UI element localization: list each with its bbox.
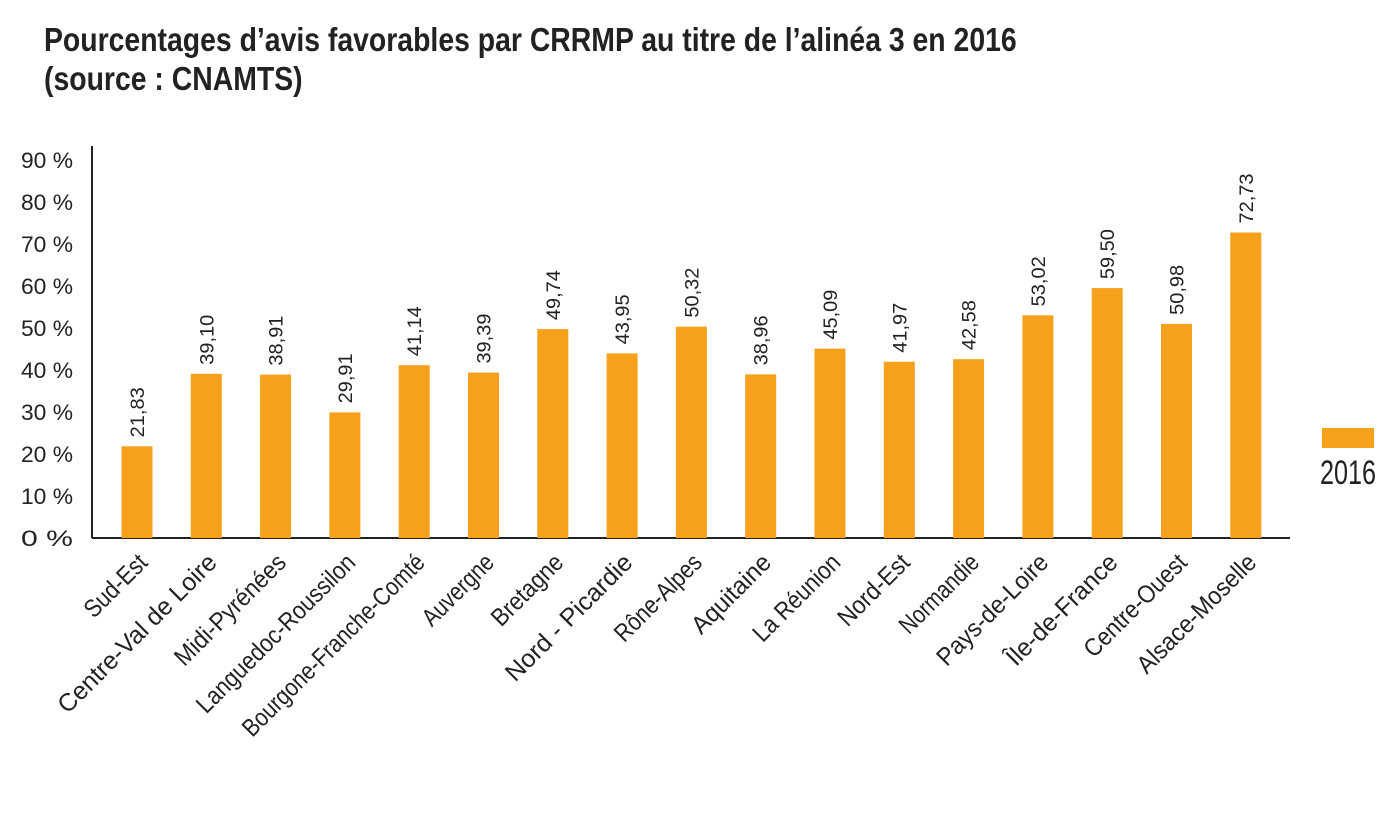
y-tick-label: 30 % [21,400,73,425]
value-labels: 21,83 39,10 38,91 29,91 41,14 39,39 49,74 43,95… [128,174,1258,438]
bar [537,329,569,538]
y-axis-ticks: 0 % 10 % 20 % 30 % 40 % 50 % 60 % 70 % 80 % 90 % [21,148,73,551]
value-label: 38,91 [267,316,288,366]
y-tick-label: 20 % [21,442,73,467]
bar [190,373,222,538]
bar [329,412,361,538]
bar [398,365,430,538]
bar [745,374,777,538]
bar [468,372,499,538]
bar [953,359,985,538]
value-label: 59,50 [1098,229,1119,279]
bar [1091,288,1123,538]
value-label: 39,39 [475,314,496,364]
bar [1230,232,1262,538]
bar [121,446,153,538]
value-label: 41,14 [405,306,426,356]
value-label: 49,74 [544,270,565,320]
bar [260,374,292,538]
value-label: 50,98 [1168,265,1189,315]
value-label: 72,73 [1237,174,1258,224]
value-label: 50,32 [682,268,703,318]
bar [814,348,846,538]
chart-title-line2: (source : CNAMTS) [44,60,303,97]
bar [1161,323,1192,538]
y-tick-label: 80 % [21,190,73,215]
y-tick-label: 10 % [21,484,73,509]
value-label: 43,95 [613,294,634,344]
value-label: 29,91 [336,353,357,403]
y-tick-label: 90 % [21,148,73,173]
legend-label: 2016 [1320,454,1376,492]
bar [883,361,915,538]
bar [1022,315,1054,538]
value-label: 41,97 [890,303,911,353]
value-label: 39,10 [197,315,218,365]
category-label: Auvergne [416,548,499,631]
bar [606,353,638,538]
value-label: 38,96 [752,315,773,365]
y-tick-label: 50 % [21,316,73,341]
legend-swatch [1322,428,1374,448]
bar [675,326,707,538]
category-label: Alsace-Moselle [1131,548,1262,679]
chart-title: Pourcentages d’avis favorables par CRRMP… [44,20,1162,98]
value-label: 42,58 [960,300,981,350]
y-tick-label: 0 % [21,526,73,551]
y-tick-label: 60 % [21,274,73,299]
value-label: 53,02 [1029,256,1050,306]
chart-title-line1: Pourcentages d’avis favorables par CRRMP… [44,21,1017,58]
y-tick-label: 40 % [21,358,73,383]
value-label: 21,83 [128,387,149,437]
y-tick-label: 70 % [21,232,73,257]
legend: 2016 [1320,428,1376,492]
bars [121,232,1262,538]
value-label: 45,09 [821,290,842,340]
